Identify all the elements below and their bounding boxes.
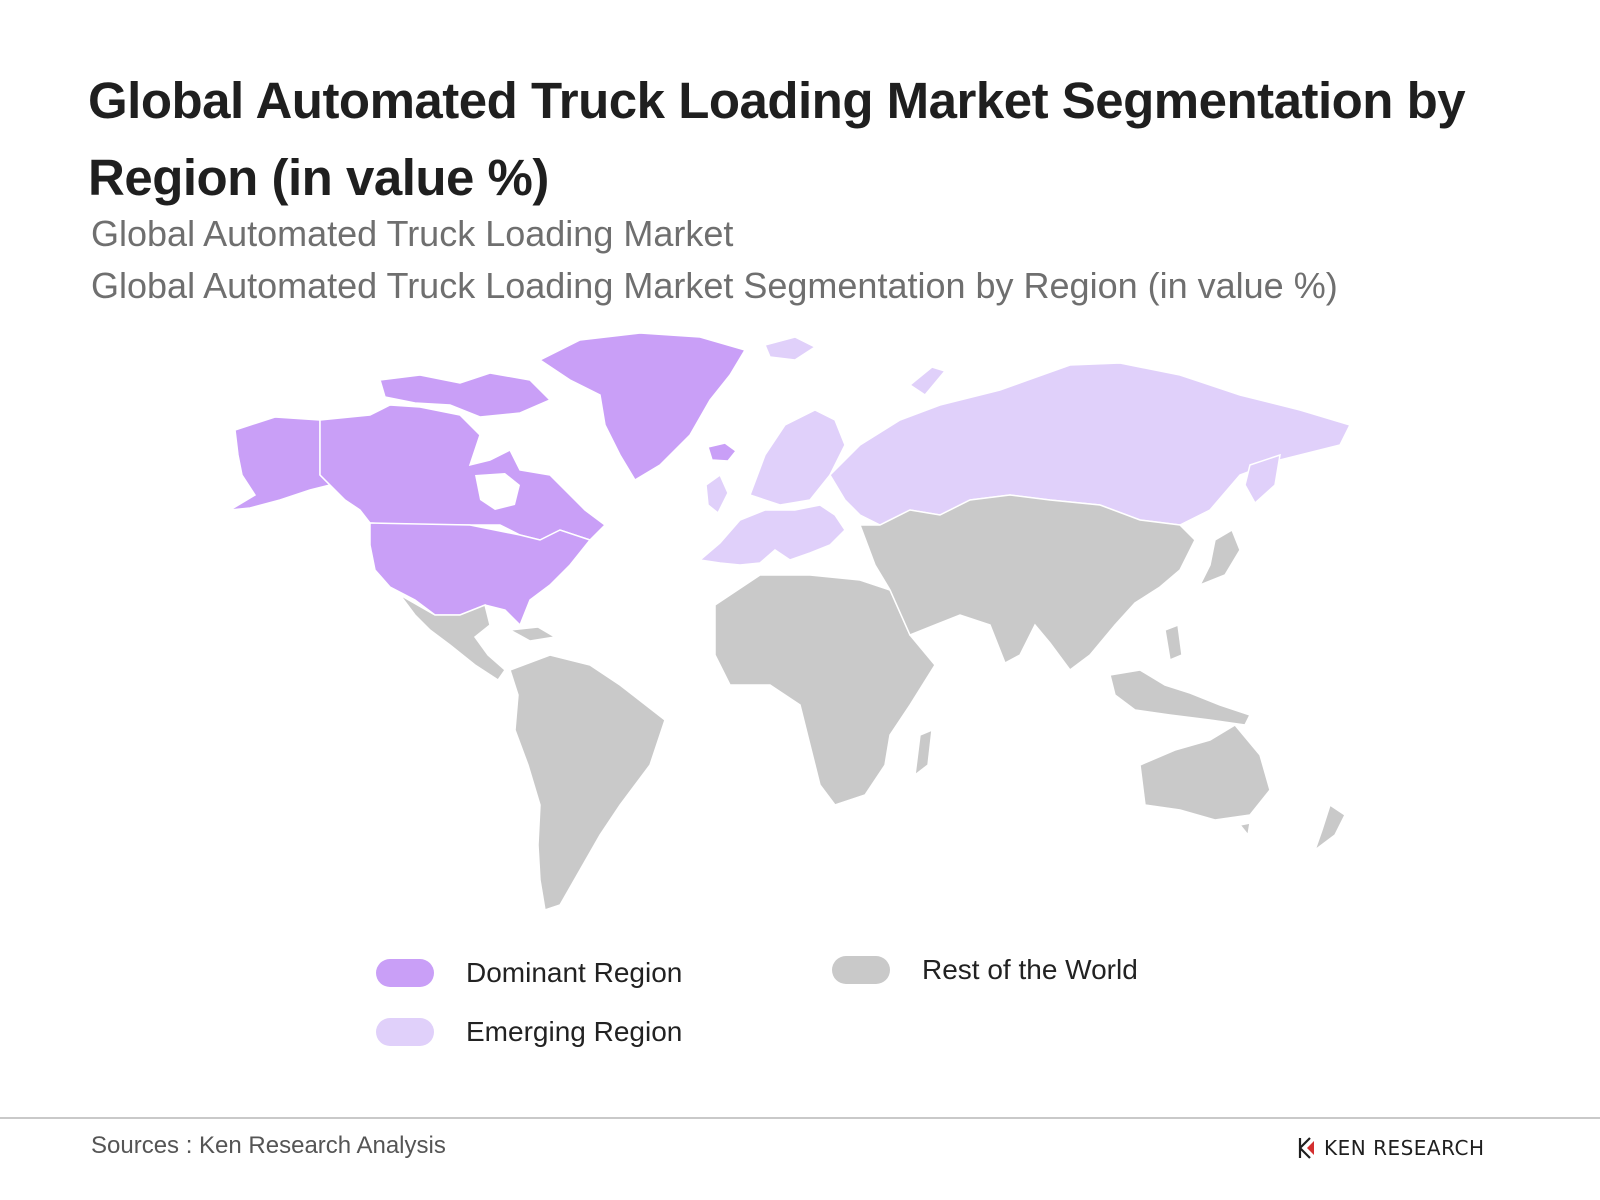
- region-svalbard: [763, 336, 817, 361]
- region-kamchatka: [1244, 453, 1281, 505]
- legend-label-emerging: Emerging Region: [466, 1016, 683, 1047]
- legend-swatch-emerging: [376, 1018, 434, 1046]
- page-title: Global Automated Truck Loading Market Se…: [88, 72, 1466, 206]
- region-scandinavia: [749, 409, 846, 506]
- legend-swatch-rest: [832, 956, 890, 984]
- region-new-zealand: [1313, 803, 1346, 853]
- region-hudson-bay-hole: [475, 473, 520, 510]
- dominant-region-shapes: [229, 332, 747, 627]
- region-iceland: [707, 442, 738, 462]
- region-southeast-asia: [1109, 669, 1252, 726]
- subtitle-segmentation: Global Automated Truck Loading Market Se…: [91, 265, 1338, 306]
- region-usa: [369, 522, 592, 627]
- world-map: [229, 332, 1352, 911]
- sources-note: Sources : Ken Research Analysis: [91, 1132, 446, 1159]
- brand-name: KEN RESEARCH: [1324, 1136, 1485, 1160]
- region-caribbean: [507, 626, 558, 642]
- region-middle-east-asia: [858, 494, 1196, 672]
- region-australia: [1139, 724, 1271, 821]
- region-south-america: [509, 654, 666, 911]
- region-arctic-islands: [379, 372, 552, 418]
- region-uk: [705, 473, 729, 515]
- emerging-region-shapes: [698, 336, 1352, 566]
- legend-item-rest: Rest of the World: [832, 954, 1138, 986]
- region-novaya-zemlya: [908, 366, 947, 396]
- region-canada: [319, 404, 607, 541]
- rest-region-shapes: [399, 494, 1346, 911]
- region-madagascar: [914, 728, 933, 777]
- legend-item-dominant: Dominant Region: [376, 957, 682, 989]
- region-tasmania: [1238, 822, 1251, 837]
- region-africa: [714, 574, 936, 806]
- brand-logo: KEN RESEARCH: [1298, 1136, 1485, 1160]
- region-mexico-central-america: [399, 594, 506, 682]
- region-russia: [829, 362, 1352, 526]
- region-alaska: [229, 416, 332, 511]
- region-greenland: [538, 332, 747, 482]
- legend-swatch-dominant: [376, 959, 434, 987]
- region-western-europe: [698, 504, 846, 566]
- legend-label-dominant: Dominant Region: [466, 957, 683, 988]
- legend-label-rest: Rest of the World: [922, 954, 1138, 985]
- region-japan-korea: [1198, 528, 1241, 587]
- subtitle-market: Global Automated Truck Loading Market: [91, 213, 734, 254]
- ken-research-logo-icon: [1298, 1137, 1314, 1159]
- legend-item-emerging: Emerging Region: [376, 1016, 682, 1048]
- region-philippines: [1164, 623, 1183, 662]
- footer-divider: [0, 1117, 1600, 1119]
